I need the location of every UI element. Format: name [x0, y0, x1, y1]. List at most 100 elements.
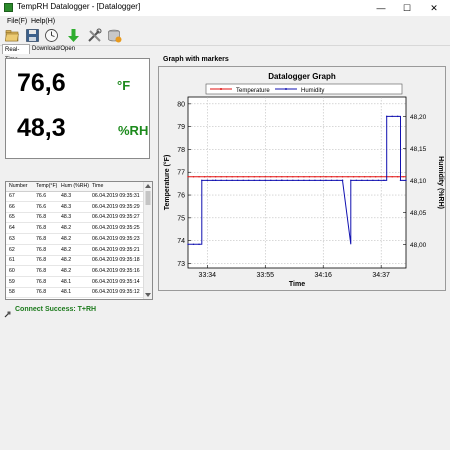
app-icon [4, 3, 13, 12]
table-row[interactable]: 62 76.8 48.2 06.04.2019 09:35:21 [6, 246, 145, 256]
temperature-point [402, 176, 404, 178]
temperature-point [214, 176, 217, 178]
temperature-point [391, 176, 393, 178]
temperature-point [225, 176, 228, 178]
tab-real-time[interactable]: Real-Time [2, 44, 30, 63]
table-row[interactable]: 67 76.6 48.3 06.04.2019 09:35:31 [6, 192, 145, 202]
chart-legend: Temperature Humidity [205, 83, 403, 95]
temperature-point [209, 176, 211, 178]
table-row[interactable]: 60 76.8 48.2 06.04.2019 09:35:16 [6, 267, 145, 277]
temperature-point [369, 176, 371, 178]
close-button[interactable]: ✕ [430, 3, 438, 13]
table-row[interactable]: 63 76.8 48.2 06.04.2019 09:35:23 [6, 235, 145, 245]
humidity-point [225, 179, 228, 182]
datalogger-chart[interactable]: Datalogger Graph Temperature Humidity 73… [159, 67, 445, 290]
humidity-point [361, 179, 363, 182]
temperature-point [336, 176, 338, 178]
clock-icon[interactable] [44, 28, 59, 43]
table-cell: 48.3 [61, 193, 72, 199]
humidity-point [236, 179, 239, 182]
y2-tick-label: 48,00 [410, 242, 427, 249]
y2-tick-label: 48,05 [410, 210, 427, 217]
temperature-point [236, 176, 239, 178]
data-table[interactable]: Number Temp(°F) Hum (%RH) Time 67 76.6 48.… [5, 181, 153, 300]
humidity-point [201, 179, 203, 182]
clear-data-icon[interactable] [107, 28, 122, 43]
legend-humidity-marker [285, 88, 287, 90]
tools-icon[interactable] [87, 28, 102, 43]
table-cell: 67 [9, 193, 15, 199]
table-header: Number Temp(°F) Hum (%RH) Time [6, 182, 145, 192]
live-readout-panel [5, 58, 150, 159]
table-row[interactable]: 66 76.6 48.3 06.04.2019 09:35:29 [6, 203, 145, 213]
y2-axis-label: Humidity (%RH) [437, 156, 444, 209]
table-cell: 76.8 [36, 214, 47, 221]
table-cell: 06.04.2019 09:35:29 [92, 203, 140, 210]
table-cell: 76.8 [36, 267, 47, 274]
tab-download-open[interactable]: Download/Open [32, 46, 76, 52]
temperature-point [314, 176, 316, 178]
legend-temperature-label: Temperature [236, 88, 270, 94]
temperature-point [275, 176, 278, 178]
temperature-point [264, 176, 266, 178]
table-cell: 48.1 [61, 289, 72, 296]
table-row[interactable]: 64 76.8 48.2 06.04.2019 09:35:25 [6, 224, 145, 235]
humidity-point [206, 179, 209, 182]
y-tick-label: 76 [177, 193, 185, 200]
minimize-button[interactable]: — [376, 3, 386, 13]
y2-tick-label: 48,10 [410, 178, 427, 185]
humidity-point [336, 179, 338, 182]
table-cell: 48.3 [61, 203, 72, 210]
table-row[interactable]: 58 76.8 48.1 06.04.2019 09:35:12 [6, 288, 145, 299]
x-tick-label: 33:34 [199, 272, 217, 279]
table-cell: 06.04.2019 09:35:31 [92, 193, 140, 199]
table-row[interactable]: 61 76.8 48.2 06.04.2019 09:35:18 [6, 256, 145, 267]
table-cell: 06.04.2019 09:35:12 [92, 289, 140, 296]
plot-area [187, 96, 407, 269]
graph-section-label: Graph with markers [163, 56, 229, 63]
legend-humidity-label: Humidity [301, 88, 324, 94]
chart-grid [188, 97, 406, 268]
humidity-point [308, 179, 311, 182]
temperature-point [308, 176, 311, 178]
humidity-point [314, 179, 316, 182]
y2-tick-label: 48,15 [410, 146, 427, 153]
column-header-time[interactable]: Time [92, 183, 104, 189]
column-header-temp[interactable]: Temp(°F) [36, 183, 58, 189]
temperature-point [253, 176, 255, 178]
menu-help[interactable]: Help(H) [31, 18, 56, 25]
table-cell: 76.6 [36, 193, 47, 199]
table-cell: 62 [9, 246, 15, 253]
save-icon[interactable] [25, 28, 40, 43]
menu-file[interactable]: File(F) [7, 18, 28, 25]
y-tick-label: 78 [177, 147, 185, 154]
table-row[interactable]: 59 76.8 48.1 06.04.2019 09:35:14 [6, 278, 145, 288]
table-cell: 58 [9, 289, 15, 296]
table-cell: 48.3 [61, 214, 72, 221]
table-cell: 48.1 [61, 278, 72, 285]
temperature-point [341, 176, 344, 178]
menu-bar [0, 16, 450, 27]
y-tick-label: 77 [177, 170, 185, 177]
humidity-point [405, 179, 407, 182]
table-cell: 48.2 [61, 225, 72, 232]
table-cell: 76.8 [36, 225, 47, 232]
download-arrow-icon[interactable] [66, 28, 81, 43]
x-tick-label: 34:37 [372, 272, 390, 279]
humidity-point [253, 179, 255, 182]
humidity-point [319, 179, 322, 182]
table-cell: 60 [9, 267, 15, 274]
table-row[interactable]: 65 76.8 48.3 06.04.2019 09:35:27 [6, 213, 145, 224]
column-header-number[interactable]: Number [9, 183, 28, 189]
table-cell: 48.2 [61, 257, 72, 264]
temperature-point [297, 176, 300, 178]
maximize-button[interactable]: ☐ [402, 3, 412, 13]
humidity-point [212, 179, 214, 182]
legend-temperature-marker [220, 88, 222, 90]
table-cell: 76.8 [36, 246, 47, 253]
open-folder-icon[interactable] [4, 28, 20, 43]
table-cell: 76.8 [36, 235, 47, 242]
column-header-humidity[interactable]: Hum (%RH) [61, 183, 89, 189]
table-scrollbar[interactable] [143, 182, 152, 299]
temperature-point [303, 176, 305, 178]
